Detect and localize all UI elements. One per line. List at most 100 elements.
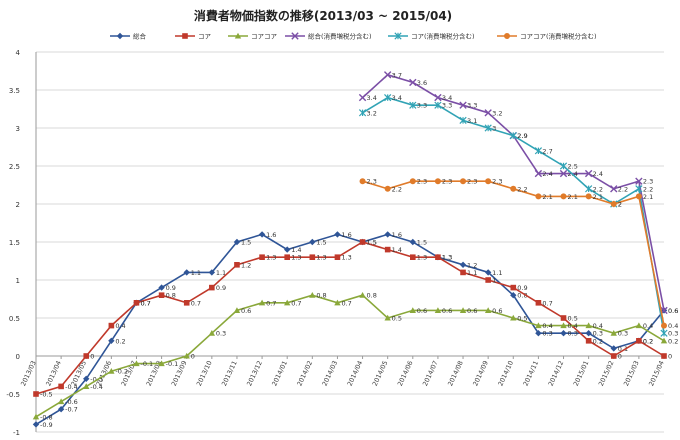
legend-item: 総合(消費増税分含む) xyxy=(285,32,372,41)
data-label: 2.2 xyxy=(517,185,527,193)
data-point xyxy=(108,322,115,329)
data-point xyxy=(358,109,367,117)
x-tick-label: 2014/05 xyxy=(371,359,390,387)
data-label: 0.6 xyxy=(467,307,477,315)
data-point-stroke xyxy=(409,78,417,87)
legend: 総合 コア コアコア 総合(消費増税分含む) コア(消費増税分含む) コアコア(消費増税分… xyxy=(110,32,597,41)
series-5: 2.32.22.3 2.3 2.3 2.32.22.1 2.1 2.122.10.4 xyxy=(359,178,678,330)
data-label: 2.4 xyxy=(542,170,552,178)
data-point xyxy=(484,269,492,276)
data-point xyxy=(635,193,642,200)
x-tick-label: 2014/03 xyxy=(321,359,340,387)
data-point xyxy=(384,231,391,238)
plot-area: -0.9-0.7-0.30.20.70.91.1 1.11.51.61.41.51… xyxy=(32,71,678,429)
y-axis: 4 3.5 3 2.5 2 1.5 1 0.5 0 -0.5 -1 xyxy=(6,49,37,437)
data-point xyxy=(560,322,567,329)
data-label: 2.2 xyxy=(618,185,628,193)
data-point xyxy=(485,178,492,185)
y-tick-label: 0.5 xyxy=(9,315,20,323)
data-point xyxy=(234,32,242,39)
data-point xyxy=(183,269,190,276)
data-label: 0.4 xyxy=(115,322,125,330)
data-point xyxy=(484,109,492,117)
data-label: 3.4 xyxy=(442,94,452,102)
data-label: 2 xyxy=(618,201,622,209)
data-point xyxy=(108,337,115,344)
data-point xyxy=(234,262,240,268)
x-tick-label: 2014/12 xyxy=(547,359,566,387)
data-point xyxy=(158,360,165,367)
data-point xyxy=(610,185,618,193)
data-label: 0.7 xyxy=(291,299,301,307)
data-label: 2.2 xyxy=(643,185,653,193)
data-point xyxy=(183,300,190,306)
data-label: 1.4 xyxy=(291,246,301,254)
data-point xyxy=(309,254,316,260)
data-label: 0.8 xyxy=(367,292,377,300)
data-label: 0.3 xyxy=(216,330,226,338)
data-label: 2.9 xyxy=(517,132,527,140)
data-point xyxy=(334,231,341,238)
data-label: 2.3 xyxy=(643,178,653,186)
data-label: -0.9 xyxy=(40,421,53,429)
y-tick-label: -1 xyxy=(13,429,20,437)
data-label: 2.3 xyxy=(442,178,452,186)
x-tick-label: 2015/04 xyxy=(647,359,666,387)
data-point-stroke xyxy=(291,32,299,40)
data-label: 0.2 xyxy=(593,337,603,345)
y-tick-label: -0.5 xyxy=(6,391,20,399)
data-point xyxy=(434,178,441,185)
data-label: 0.4 xyxy=(668,322,678,330)
data-point xyxy=(560,315,567,321)
data-label: 1.3 xyxy=(266,254,276,262)
x-tick-label: 2014/09 xyxy=(471,359,490,387)
data-point xyxy=(535,193,542,200)
data-point xyxy=(259,254,265,260)
data-point xyxy=(208,330,216,336)
data-point xyxy=(534,169,543,178)
data-point xyxy=(384,185,391,192)
data-point xyxy=(510,292,517,299)
x-tick-label: 2013/11 xyxy=(220,359,239,387)
grid xyxy=(36,51,664,433)
legend-label: 総合 xyxy=(133,32,147,41)
legend-item: コアコア(消費増税分含む) xyxy=(497,32,597,41)
data-label: 0.3 xyxy=(668,330,678,338)
x-tick-label: 2014/07 xyxy=(421,359,440,387)
data-label: 0.7 xyxy=(140,299,150,307)
data-label: 1.1 xyxy=(216,269,226,277)
data-point xyxy=(661,322,667,329)
data-point xyxy=(635,185,643,193)
data-point xyxy=(560,330,567,337)
data-label: 0.5 xyxy=(392,315,402,323)
data-label: 0.6 xyxy=(668,307,678,315)
data-label: 0 xyxy=(191,353,195,361)
data-point-stroke xyxy=(434,93,442,102)
data-point xyxy=(585,322,592,329)
data-label: 2.3 xyxy=(367,178,377,186)
data-label: 2.1 xyxy=(568,193,578,201)
data-label: 1.5 xyxy=(316,239,326,247)
data-point-stroke xyxy=(610,185,618,193)
data-point xyxy=(394,32,402,40)
data-label: 0 xyxy=(618,353,622,361)
data-point xyxy=(610,353,617,359)
data-point-stroke xyxy=(459,101,467,109)
data-point xyxy=(434,307,442,313)
data-point xyxy=(510,185,517,192)
data-label: 1.6 xyxy=(341,231,351,239)
data-label: 1.5 xyxy=(417,239,427,247)
series-line xyxy=(35,294,665,418)
data-point xyxy=(83,383,90,389)
data-label: 2.1 xyxy=(542,193,552,201)
chart-title: 消費者物価指数の推移(2013/03 ~ 2015/04) xyxy=(194,8,452,23)
data-label: 0 xyxy=(668,353,672,361)
y-tick-label: 2 xyxy=(16,201,20,209)
data-label: 0.9 xyxy=(216,284,226,292)
data-point xyxy=(233,307,241,313)
data-point xyxy=(309,238,316,246)
x-tick-label: 2014/01 xyxy=(270,359,289,387)
data-point xyxy=(585,338,592,344)
data-label: 0.6 xyxy=(417,307,427,315)
